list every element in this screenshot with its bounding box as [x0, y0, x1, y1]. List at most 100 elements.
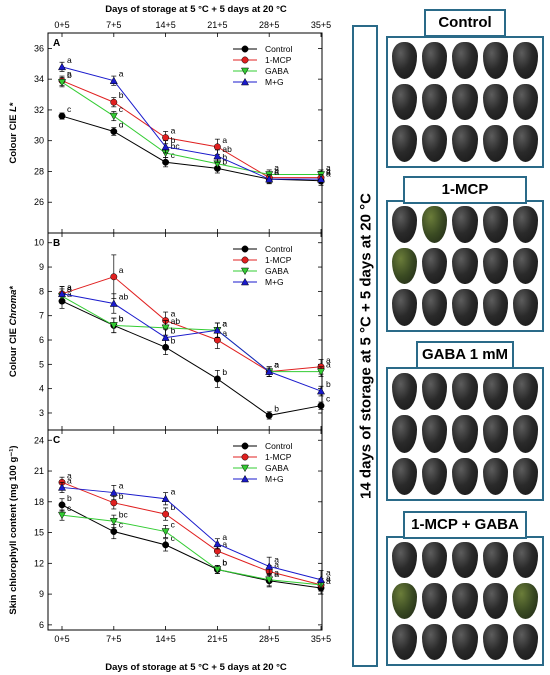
- significance-letter: a: [222, 328, 227, 338]
- storage-label-box: [352, 25, 378, 667]
- y-tick-label: 12: [34, 558, 44, 568]
- avocado-fruit: [392, 289, 418, 326]
- significance-letter: a: [222, 539, 227, 549]
- data-point: [162, 541, 170, 549]
- avocado-fruit: [392, 542, 418, 578]
- y-tick-label: 28: [34, 166, 44, 176]
- data-point: [110, 98, 118, 106]
- legend-label: Control: [265, 441, 293, 451]
- series-line: [61, 481, 322, 586]
- avocado-fruit: [392, 125, 418, 162]
- bottom-x-tick-label: 0+5: [54, 634, 69, 644]
- avocado-fruit: [392, 373, 418, 411]
- avocado-fruit: [422, 373, 448, 411]
- data-point: [213, 143, 221, 151]
- legend-marker: [240, 277, 250, 286]
- legend-marker: [241, 56, 249, 64]
- photo-frame: [386, 367, 544, 501]
- significance-letter: a: [222, 135, 227, 145]
- bottom-x-tick-label: 35+5: [311, 634, 331, 644]
- avocado-fruit: [482, 542, 508, 578]
- significance-letter: b: [222, 152, 227, 162]
- line-chart-figure: Days of storage at 5 °C + 5 days at 20 °…: [8, 4, 331, 673]
- data-point: [109, 112, 118, 121]
- y-tick-label: 32: [34, 105, 44, 115]
- data-point: [57, 289, 67, 298]
- top-x-tick-label: 7+5: [106, 20, 121, 30]
- significance-letter: c: [67, 503, 72, 513]
- significance-letter: a: [67, 282, 72, 292]
- significance-letter: b: [222, 557, 227, 567]
- data-point: [109, 299, 118, 307]
- data-point: [110, 128, 118, 135]
- legend-label: 1-MCP: [265, 55, 292, 65]
- data-point: [110, 528, 118, 535]
- avocado-fruit: [482, 289, 508, 326]
- significance-letter: b: [274, 403, 279, 413]
- significance-letter: c: [67, 104, 72, 114]
- y-tick-label: 9: [39, 262, 44, 272]
- avocado-photo: [388, 38, 542, 166]
- data-point: [162, 510, 170, 518]
- significance-letter: b: [326, 379, 331, 389]
- significance-letter: b: [171, 135, 176, 145]
- significance-letter: ab: [171, 316, 181, 326]
- legend-label: 1-MCP: [265, 452, 292, 462]
- panel-label: B: [53, 238, 60, 249]
- series-line: [61, 514, 322, 586]
- y-tick-label: 21: [34, 466, 44, 476]
- avocado-fruit: [422, 289, 448, 326]
- y-tick-label: 36: [34, 43, 44, 53]
- significance-letter: a: [67, 470, 72, 480]
- plot-frame: [47, 429, 323, 631]
- series-line: [61, 295, 321, 373]
- significance-letter: a: [326, 576, 331, 586]
- data-point: [316, 368, 326, 376]
- data-point: [213, 151, 222, 160]
- avocado-fruit: [512, 457, 538, 495]
- legend-label: GABA: [265, 66, 289, 76]
- avocado-fruit: [512, 42, 538, 79]
- data-point: [109, 488, 118, 496]
- avocado-fruit: [452, 206, 478, 243]
- avocado-fruit: [422, 415, 448, 453]
- legend-label: M+G: [265, 277, 284, 287]
- data-point: [57, 78, 67, 87]
- photo-title: 1-MCP + GABA: [403, 511, 527, 539]
- y-tick-label: 18: [34, 497, 44, 507]
- significance-letter: bc: [119, 509, 129, 519]
- data-point: [316, 575, 326, 583]
- y-tick-label: 4: [39, 384, 44, 394]
- significance-letter: a: [274, 568, 279, 578]
- data-point: [213, 375, 221, 383]
- data-point: [161, 528, 170, 536]
- significance-letter: b: [119, 313, 124, 323]
- photo-title: 1-MCP: [403, 176, 527, 204]
- avocado-fruit: [392, 83, 418, 121]
- legend-label: Control: [265, 44, 293, 54]
- y-tick-label: 10: [34, 238, 44, 248]
- significance-letter: bc: [171, 141, 181, 151]
- avocado-fruit: [392, 583, 418, 619]
- legend-marker: [241, 256, 249, 264]
- data-point: [109, 518, 118, 526]
- significance-letter: c: [171, 150, 176, 160]
- panel-label: C: [53, 435, 60, 446]
- data-point: [213, 326, 222, 334]
- avocado-fruit: [422, 457, 448, 495]
- data-point: [213, 566, 222, 574]
- legend-label: GABA: [265, 463, 289, 473]
- significance-letter: d: [119, 119, 124, 129]
- avocado-fruit: [452, 542, 478, 578]
- avocado-fruit: [512, 542, 538, 578]
- significance-letter: c: [119, 520, 124, 530]
- significance-letter: a: [274, 554, 279, 564]
- bottom-x-tick-label: 14+5: [155, 634, 175, 644]
- bottom-x-tick-label: 28+5: [259, 634, 279, 644]
- significance-letter: a: [274, 560, 279, 570]
- significance-letter: c: [326, 394, 331, 404]
